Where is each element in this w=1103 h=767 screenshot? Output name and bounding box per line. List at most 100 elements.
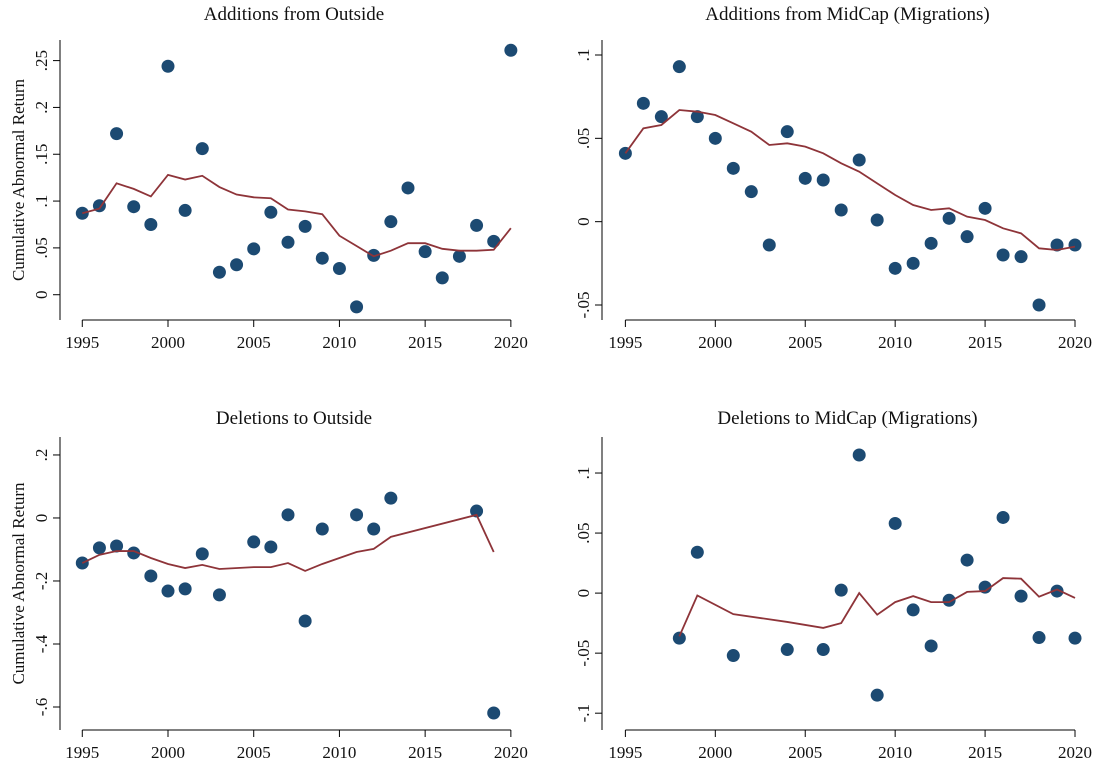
y-tick-label: 0 [574, 589, 593, 598]
data-point [384, 491, 398, 505]
panel-title: Deletions to Outside [216, 408, 372, 429]
panel-title: Additions from MidCap (Migrations) [705, 4, 989, 25]
x-tick-label: 2020 [494, 743, 528, 762]
y-tick-label: .1 [574, 467, 593, 480]
y-tick-label: .1 [32, 195, 51, 208]
y-tick-label: -.6 [32, 698, 51, 716]
data-point [195, 142, 209, 156]
data-point [906, 603, 920, 617]
data-point [264, 205, 278, 219]
y-tick-label: -.1 [574, 704, 593, 722]
x-tick-label: 2020 [1058, 743, 1092, 762]
data-point [834, 583, 848, 597]
x-tick-label: 2000 [151, 333, 185, 352]
data-point [1014, 589, 1028, 603]
data-point [315, 522, 329, 536]
data-point [870, 688, 884, 702]
y-tick-label: .05 [574, 522, 593, 543]
x-tick-label: 2005 [788, 333, 822, 352]
data-point [654, 110, 668, 124]
data-point [834, 203, 848, 217]
x-tick-label: 2015 [408, 333, 442, 352]
data-point [1068, 238, 1082, 252]
trend-line [82, 173, 512, 258]
data-point [1014, 250, 1028, 264]
data-point [504, 43, 518, 57]
data-point [127, 546, 141, 560]
x-tick-label: 2005 [788, 743, 822, 762]
data-point [161, 59, 175, 73]
x-tick-label: 2000 [151, 743, 185, 762]
data-point [178, 203, 192, 217]
x-tick-label: 2005 [237, 333, 271, 352]
data-point [1032, 631, 1046, 645]
data-point [110, 127, 124, 141]
data-point [144, 217, 158, 231]
data-point [960, 553, 974, 567]
data-point [178, 582, 192, 596]
panel: Deletions to MidCap (Migrations) -.1 -.05 0… [574, 408, 1092, 762]
data-point [636, 96, 650, 110]
data-point [452, 249, 466, 263]
data-point [960, 230, 974, 244]
y-tick-label: .1 [574, 49, 593, 62]
panel: Additions from Outside Cumulative Abnorma… [9, 4, 528, 352]
data-point [726, 649, 740, 663]
data-point [127, 200, 141, 214]
data-point [816, 173, 830, 187]
data-point [870, 213, 884, 227]
data-point [350, 508, 364, 522]
data-point [888, 516, 902, 530]
x-tick-label: 2015 [408, 743, 442, 762]
data-point [110, 539, 124, 553]
x-tick-label: 2010 [878, 333, 912, 352]
x-tick-label: 1995 [608, 743, 642, 762]
data-point [144, 569, 158, 583]
data-point [264, 540, 278, 554]
y-tick-label: .2 [32, 101, 51, 114]
trend-line [678, 577, 1076, 637]
x-tick-label: 1995 [65, 333, 99, 352]
y-tick-label: -.4 [32, 634, 51, 653]
data-point [212, 588, 226, 602]
data-point [690, 545, 704, 559]
data-point [780, 643, 794, 657]
panel: Additions from MidCap (Migrations) -.05 0.… [574, 4, 1092, 352]
data-point [1050, 584, 1064, 598]
panel-title: Additions from Outside [204, 4, 385, 25]
data-point [852, 448, 866, 462]
x-tick-label: 1995 [65, 743, 99, 762]
trend-line [81, 513, 495, 572]
data-point [487, 706, 501, 720]
data-point [435, 271, 449, 285]
data-point [996, 248, 1010, 262]
data-point [924, 236, 938, 250]
data-point [690, 110, 704, 124]
data-point [281, 235, 295, 249]
data-point [470, 218, 484, 232]
panel-title: Deletions to MidCap (Migrations) [717, 408, 977, 429]
data-point [762, 238, 776, 252]
y-tick-label: 0 [32, 514, 51, 523]
data-point [726, 161, 740, 175]
data-point [888, 261, 902, 275]
data-point [230, 258, 244, 272]
data-point [924, 639, 938, 653]
x-tick-label: 2020 [494, 333, 528, 352]
x-tick-label: 2010 [322, 743, 356, 762]
data-point [1032, 298, 1046, 312]
data-point [350, 300, 364, 314]
data-point [978, 201, 992, 215]
data-point [195, 547, 209, 561]
data-point [161, 584, 175, 598]
data-point [906, 256, 920, 270]
data-point [1050, 238, 1064, 252]
data-point [367, 522, 381, 536]
y-tick-label: 0 [574, 217, 593, 226]
data-point [247, 242, 261, 256]
data-point [401, 181, 415, 195]
y-tick-label: .05 [574, 128, 593, 149]
data-point [281, 508, 295, 522]
data-point [942, 593, 956, 607]
